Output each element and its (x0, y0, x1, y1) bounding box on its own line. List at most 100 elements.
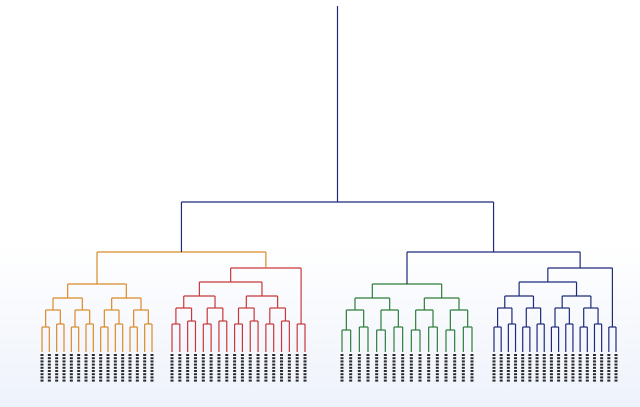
leaf-label-glyph (409, 363, 413, 366)
leaf-label-glyph (506, 373, 510, 376)
leaf-label-glyph (143, 373, 147, 376)
leaf-label-glyph (170, 373, 174, 376)
leaf-label-glyph (84, 354, 88, 356)
leaf-label-glyph (99, 357, 103, 360)
leaf-label-glyph (506, 366, 510, 369)
leaf-label-glyph (470, 363, 474, 366)
leaf-label-glyph (521, 366, 525, 369)
leaf-label-glyph (499, 360, 503, 363)
leaf-label-glyph (557, 373, 561, 376)
leaf-label-glyph (418, 357, 422, 360)
leaf-label-glyph (240, 357, 244, 360)
leaf-label-glyph (280, 360, 284, 363)
leaf-label-glyph (233, 379, 237, 382)
leaf-label-glyph (209, 354, 213, 356)
leaf-label-glyph (84, 373, 88, 376)
leaf-label-glyph (375, 360, 379, 363)
leaf-label-glyph (99, 379, 103, 382)
cluster-blue-leaf-label (571, 354, 575, 382)
leaf-label-glyph (435, 363, 439, 366)
cluster-green-leaf-label (461, 354, 465, 382)
leaf-label-glyph (585, 376, 589, 379)
leaf-label-glyph (128, 354, 132, 356)
cluster-red-leaf-label (225, 354, 229, 382)
leaf-label-glyph (409, 357, 413, 360)
leaf-label-glyph (287, 373, 291, 376)
leaf-label-glyph (272, 354, 276, 356)
leaf-label-glyph (444, 354, 448, 356)
leaf-label-glyph (401, 366, 405, 369)
cluster-orange-leaf-label (135, 354, 139, 382)
leaf-label-glyph (528, 370, 532, 372)
leaf-label-glyph (62, 373, 66, 376)
leaf-label-glyph (150, 370, 154, 372)
leaf-label-glyph (248, 366, 252, 369)
leaf-label-glyph (392, 379, 396, 382)
leaf-label-glyph (264, 366, 268, 369)
leaf-label-glyph (418, 354, 422, 356)
cluster-red-leaf-label (240, 354, 244, 382)
leaf-label-glyph (409, 354, 413, 356)
leaf-label-glyph (600, 360, 604, 363)
leaf-label-glyph (366, 373, 370, 376)
leaf-label-glyph (514, 373, 518, 376)
leaf-label-glyph (84, 357, 88, 360)
leaf-label-glyph (549, 360, 553, 363)
leaf-label-glyph (600, 379, 604, 382)
leaf-label-glyph (47, 370, 51, 372)
leaf-label-glyph (135, 360, 139, 363)
leaf-label-glyph (209, 363, 213, 366)
leaf-label-glyph (607, 354, 611, 356)
leaf-label-glyph (571, 376, 575, 379)
leaf-label-glyph (55, 366, 59, 369)
leaf-label-glyph (91, 370, 95, 372)
leaf-label-glyph (240, 376, 244, 379)
leaf-label-glyph (557, 379, 561, 382)
leaf-label-glyph (47, 363, 51, 366)
leaf-label-glyph (47, 373, 51, 376)
leaf-label-glyph (542, 379, 546, 382)
leaf-label-glyph (264, 360, 268, 363)
leaf-label-glyph (209, 376, 213, 379)
leaf-label-glyph (521, 363, 525, 366)
leaf-label-glyph (549, 357, 553, 360)
leaf-label-glyph (91, 366, 95, 369)
leaf-label-glyph (461, 354, 465, 356)
leaf-label-glyph (607, 366, 611, 369)
cluster-blue-leaf-label (585, 354, 589, 382)
leaf-label-glyph (209, 360, 213, 363)
cluster-orange-leaf-label (121, 354, 125, 382)
cluster-blue-leaf-label (521, 354, 525, 382)
leaf-label-glyph (233, 360, 237, 363)
leaf-label-glyph (150, 379, 154, 382)
leaf-label-glyph (600, 376, 604, 379)
leaf-label-glyph (233, 366, 237, 369)
leaf-label-glyph (401, 379, 405, 382)
leaf-label-glyph (357, 373, 361, 376)
leaf-label-glyph (506, 376, 510, 379)
leaf-label-glyph (401, 373, 405, 376)
leaf-label-glyph (256, 379, 260, 382)
leaf-label-glyph (578, 376, 582, 379)
leaf-label-glyph (564, 363, 568, 366)
leaf-label-glyph (233, 370, 237, 372)
leaf-label-glyph (571, 370, 575, 372)
leaf-label-glyph (186, 373, 190, 376)
leaf-label-glyph (201, 376, 205, 379)
leaf-label-glyph (225, 366, 229, 369)
leaf-label-glyph (55, 376, 59, 379)
leaf-label-glyph (201, 357, 205, 360)
leaf-label-glyph (233, 376, 237, 379)
leaf-label-glyph (62, 360, 66, 363)
leaf-label-glyph (401, 363, 405, 366)
leaf-label-glyph (55, 370, 59, 372)
cluster-red-leaf-label (201, 354, 205, 382)
leaf-label-glyph (564, 379, 568, 382)
leaf-label-glyph (233, 373, 237, 376)
leaf-label-glyph (201, 370, 205, 372)
leaf-label-glyph (99, 376, 103, 379)
leaf-label-glyph (366, 360, 370, 363)
leaf-label-glyph (614, 360, 618, 363)
cluster-blue-leaf-label (592, 354, 596, 382)
cluster-orange-leaf-label (77, 354, 81, 382)
